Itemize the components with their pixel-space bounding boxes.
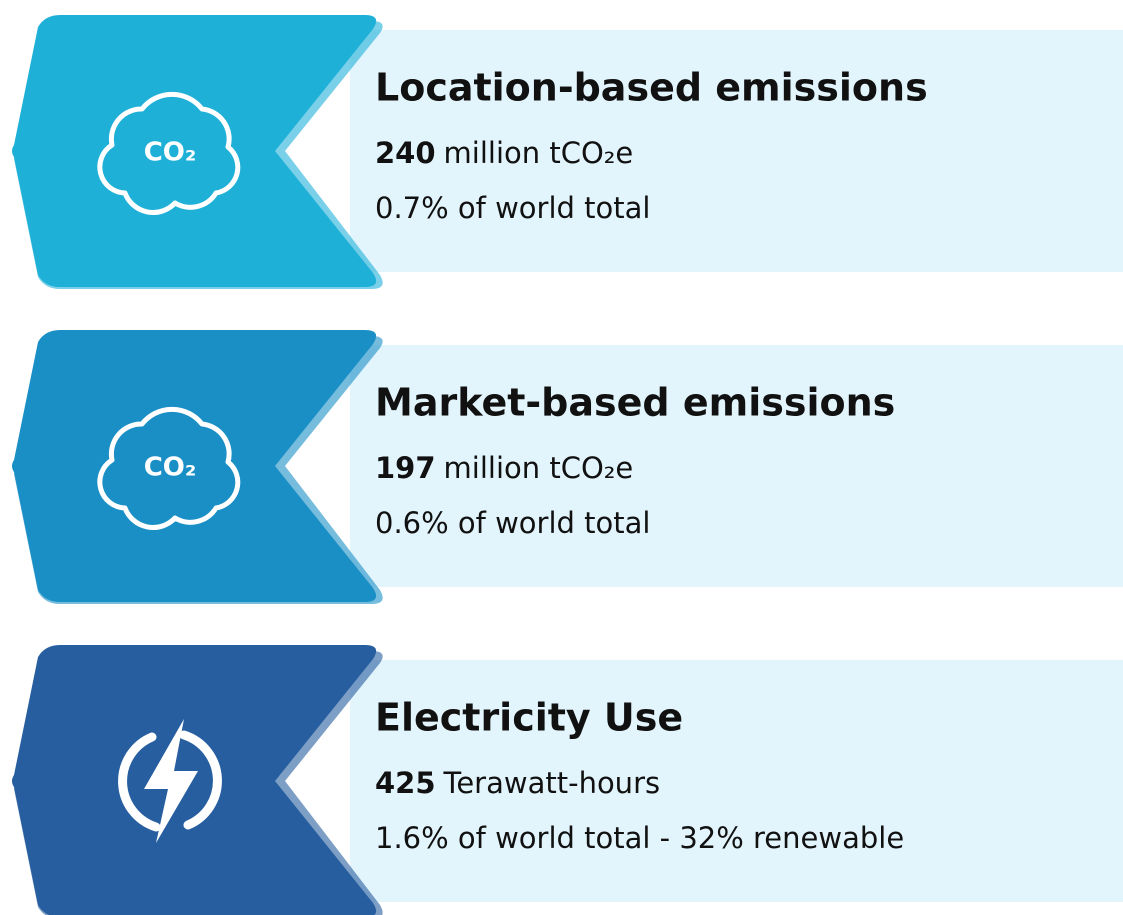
icon: [118, 719, 222, 843]
card: CO₂ Market-based emissions 197 million tCO₂…: [12, 330, 1123, 604]
card-unit: Terawatt-hours: [443, 766, 661, 800]
lightning-bolt: [144, 719, 198, 843]
card-value-line: 197 million tCO₂e: [375, 451, 633, 485]
cloud-icon: [97, 406, 241, 530]
icon-label: CO₂: [144, 138, 197, 168]
card-panel: [350, 660, 1123, 902]
card-share: 0.6% of world total: [375, 506, 650, 540]
card: CO₂ Location-based emissions 240 million tC…: [12, 15, 1123, 289]
chevron: [12, 15, 377, 287]
card-title: Market-based emissions: [375, 381, 895, 425]
card-value-line: 425 Terawatt-hours: [375, 766, 660, 800]
chevron: [12, 645, 377, 915]
card: Electricity Use 425 Terawatt-hours 1.6% of …: [12, 645, 1123, 915]
card-share: 0.7% of world total: [375, 191, 650, 225]
card-value: 240: [375, 136, 436, 170]
card-value: 197: [375, 451, 436, 485]
icon-label: CO₂: [144, 453, 197, 483]
card-title: Location-based emissions: [375, 66, 928, 110]
card-unit: million tCO₂e: [444, 451, 634, 485]
icon: CO₂: [97, 91, 241, 215]
card-value-line: 240 million tCO₂e: [375, 136, 633, 170]
card-unit: million tCO₂e: [444, 136, 634, 170]
cloud-icon: [97, 91, 241, 215]
card-panel: [350, 30, 1123, 272]
card-title: Electricity Use: [375, 696, 683, 740]
card-panel: [350, 345, 1123, 587]
power-ring: [118, 730, 222, 832]
card-value: 425: [375, 766, 436, 800]
card-share: 1.6% of world total - 32% renewable: [375, 821, 904, 855]
icon: CO₂: [97, 406, 241, 530]
chevron: [12, 330, 377, 602]
